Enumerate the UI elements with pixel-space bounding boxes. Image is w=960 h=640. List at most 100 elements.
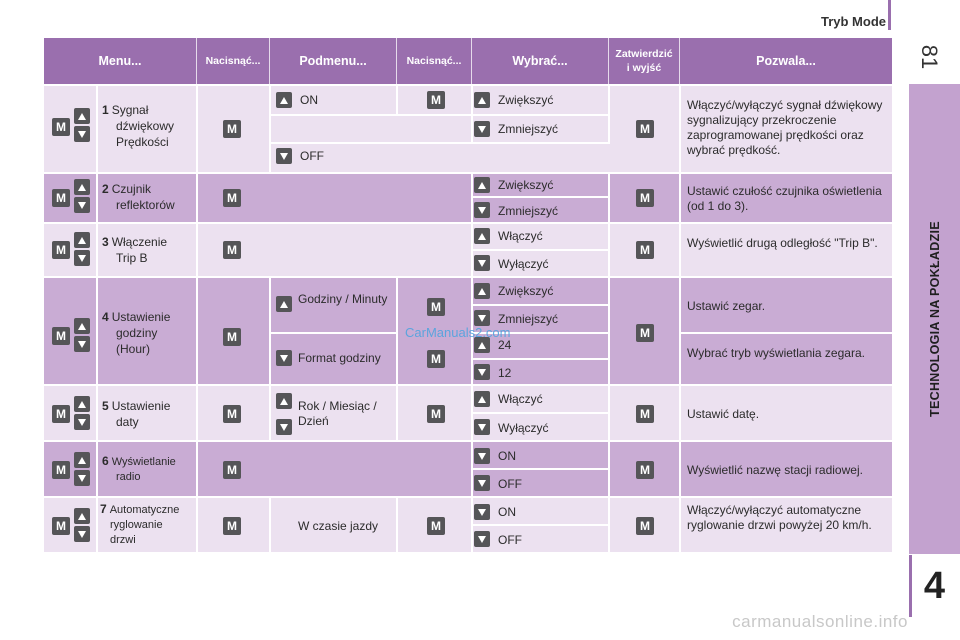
chapter-side-label: TECHNOLOGIA NA POKŁADZIE: [927, 221, 942, 417]
option-enable: Włączyć: [498, 229, 543, 243]
table-row: [44, 278, 892, 384]
down-arrow-icon: [276, 350, 292, 366]
row-description: Włączyć/wyłączyć sygnał dźwiękowy sygnal…: [687, 98, 883, 157]
row-description: Ustawić datę.: [687, 407, 760, 421]
up-arrow-icon: [474, 228, 490, 244]
page-header-title: Tryb Mode: [820, 14, 886, 29]
header-press-1: Nacisnąć...: [205, 55, 261, 67]
table-row: [44, 442, 892, 496]
row-description: Włączyć/wyłączyć automatyczne ryglowanie…: [687, 503, 872, 532]
m-button-icon: M: [52, 461, 70, 479]
m-button-icon: M: [223, 120, 241, 138]
header-menu: Menu...: [98, 54, 142, 68]
down-arrow-icon: [474, 531, 490, 547]
up-arrow-icon: [474, 177, 490, 193]
down-arrow-icon: [474, 121, 490, 137]
menu-item-clock: 4 Ustawienie godziny (Hour): [102, 310, 171, 356]
up-arrow-icon: [474, 337, 490, 353]
option-increase: Zwiększyć: [498, 284, 554, 298]
row-description: Wyświetlić drugą odległość "Trip B".: [687, 236, 878, 250]
down-arrow-icon: [474, 364, 490, 380]
header-submenu: Podmenu...: [299, 54, 367, 68]
m-button-icon: M: [427, 405, 445, 423]
down-arrow-icon: [474, 255, 490, 271]
m-button-icon: M: [52, 517, 70, 535]
chapter-number: 4: [923, 565, 946, 607]
menu-item-radio-display: 6 Wyświetlanie radio: [102, 454, 176, 483]
option-disable: Wyłączyć: [498, 421, 549, 435]
m-button-icon: M: [223, 405, 241, 423]
down-arrow-icon: [276, 419, 292, 435]
option-enable: Włączyć: [498, 392, 543, 406]
header-select: Wybrać...: [512, 54, 568, 68]
up-arrow-icon: [474, 391, 490, 407]
m-button-icon: M: [636, 241, 654, 259]
table-row: [44, 86, 892, 172]
option-decrease: Zmniejszyć: [498, 312, 559, 326]
table-header: Menu... Nacisnąć... Podmenu... Nacisnąć.…: [44, 38, 892, 84]
m-button-icon: M: [636, 120, 654, 138]
option-on: ON: [498, 449, 516, 463]
submenu-while-driving: W czasie jazdy: [298, 519, 379, 533]
m-button-icon: M: [223, 189, 241, 207]
m-button-icon: M: [52, 327, 70, 345]
watermark-text: CarManuals2.com: [405, 325, 511, 340]
option-decrease: Zmniejszyć: [498, 122, 559, 136]
m-button-icon: M: [52, 405, 70, 423]
down-arrow-icon: [74, 414, 90, 430]
m-button-icon: M: [427, 350, 445, 368]
m-button-icon: M: [636, 461, 654, 479]
m-button-icon: M: [223, 328, 241, 346]
row-description: Wyświetlić nazwę stacji radiowej.: [687, 463, 863, 477]
submenu-year-month-day: Rok / Miesiąc / Dzień: [298, 399, 377, 428]
menu-item-auto-lock: 7 Automatyczne ryglowanie drzwi: [100, 502, 180, 546]
down-arrow-icon: [74, 250, 90, 266]
row-description: Ustawić czułość czujnika oświetlenia (od…: [687, 184, 882, 213]
up-arrow-icon: [474, 283, 490, 299]
menu-item-date: 5 Ustawienie daty: [102, 399, 171, 429]
up-arrow-icon: [276, 296, 292, 312]
up-arrow-icon: [74, 452, 90, 468]
up-arrow-icon: [474, 92, 490, 108]
option-decrease: Zmniejszyć: [498, 204, 559, 218]
down-arrow-icon: [74, 336, 90, 352]
m-button-icon: M: [52, 189, 70, 207]
up-arrow-icon: [276, 92, 292, 108]
down-arrow-icon: [74, 526, 90, 542]
m-button-icon: M: [223, 241, 241, 259]
up-arrow-icon: [74, 179, 90, 195]
m-button-icon: M: [223, 517, 241, 535]
header-confirm: Zatwierdzić i wyjść: [615, 48, 673, 74]
down-arrow-icon: [74, 126, 90, 142]
down-arrow-icon: [474, 202, 490, 218]
header-press-2: Nacisnąć...: [406, 55, 462, 67]
down-arrow-icon: [474, 448, 490, 464]
header-divider: [888, 0, 891, 30]
m-button-icon: M: [427, 517, 445, 535]
down-arrow-icon: [74, 197, 90, 213]
submenu-off: OFF: [300, 149, 324, 163]
up-arrow-icon: [74, 232, 90, 248]
m-button-icon: M: [636, 405, 654, 423]
chapter-side-tab: [909, 84, 960, 554]
down-arrow-icon: [74, 470, 90, 486]
down-arrow-icon: [474, 504, 490, 520]
chapter-number-box: [909, 555, 960, 617]
m-button-icon: M: [636, 189, 654, 207]
option-increase: Zwiększyć: [498, 178, 554, 192]
header-allows: Pozwala...: [756, 54, 816, 68]
menu-item-light-sensor: 2 Czujnik reflektorów: [102, 182, 175, 212]
m-button-icon: M: [427, 91, 445, 109]
footer-watermark: carmanualsonline.info: [732, 612, 908, 631]
down-arrow-icon: [474, 310, 490, 326]
up-arrow-icon: [74, 508, 90, 524]
option-12h: 12: [498, 366, 512, 380]
down-arrow-icon: [474, 419, 490, 435]
page-number: 81: [917, 44, 942, 70]
submenu-time-format: Format godziny: [298, 351, 381, 365]
m-button-icon: M: [223, 461, 241, 479]
menu-item-trip-b: 3 Włączenie Trip B: [102, 235, 168, 265]
up-arrow-icon: [74, 108, 90, 124]
row-description: Ustawić zegar.: [687, 299, 766, 313]
down-arrow-icon: [276, 148, 292, 164]
